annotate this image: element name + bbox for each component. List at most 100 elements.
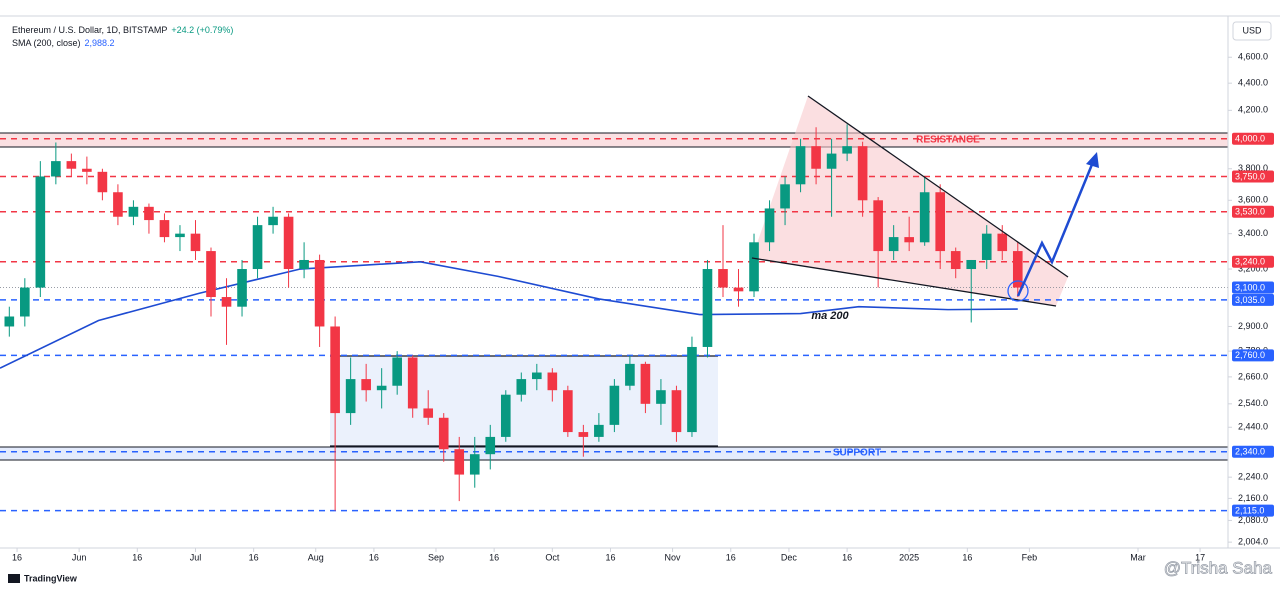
x-tick-label: Oct <box>545 552 560 562</box>
candle-body <box>578 432 589 437</box>
x-tick-label: Jun <box>72 552 87 562</box>
level-label: 2,760.0 <box>1235 350 1265 360</box>
y-tick-label: 3,800.0 <box>1238 163 1268 173</box>
overlays <box>751 95 1099 307</box>
candle-body <box>237 269 247 307</box>
level-label-bg <box>1232 293 1274 306</box>
y-tick-label: 2,440.0 <box>1238 422 1268 432</box>
candle-body <box>640 363 651 404</box>
candle-body <box>826 153 837 169</box>
candle-body <box>423 408 434 418</box>
candle-body <box>733 287 744 292</box>
sma-line <box>0 260 1018 369</box>
watermark: @Trisha Saha <box>1164 558 1273 577</box>
level-label: 3,240.0 <box>1235 257 1265 267</box>
candle-body <box>516 379 527 395</box>
level-label-bg <box>1232 504 1274 517</box>
level-label-bg <box>1232 255 1274 268</box>
x-tick-label: 16 <box>842 552 852 562</box>
candle-body <box>51 161 61 177</box>
currency-box <box>1232 21 1272 41</box>
candle-body <box>811 146 821 169</box>
candle-body <box>532 372 542 380</box>
y-tick-label: 2,660.0 <box>1238 371 1268 381</box>
y-tick-label: 2,900.0 <box>1238 321 1268 331</box>
candle-body <box>873 200 883 252</box>
candle-body <box>656 390 666 404</box>
level-label: 3,530.0 <box>1235 207 1265 217</box>
candle-body <box>113 192 123 217</box>
candle-body <box>221 297 232 307</box>
candle-body <box>485 436 496 455</box>
support-band <box>0 447 1228 460</box>
level-label-bg <box>1232 205 1274 218</box>
candle-body <box>345 379 356 414</box>
candle-body <box>407 357 418 409</box>
candle-body <box>175 233 185 238</box>
y-tick-label: 4,200.0 <box>1238 105 1268 115</box>
candle-body <box>888 237 899 252</box>
candle-body <box>966 259 977 270</box>
candle-body <box>500 394 511 437</box>
level-label: 2,115.0 <box>1235 506 1264 516</box>
candle-body <box>454 449 465 475</box>
indicator-value: 2,988.2 <box>84 38 115 48</box>
candle-body <box>314 259 325 327</box>
candle-body <box>128 206 139 217</box>
indicator: SMA (200, close) <box>12 38 81 48</box>
level-label-bg <box>1232 170 1274 183</box>
brand-logo <box>8 574 20 583</box>
resistance-label: RESISTANCE <box>916 135 980 146</box>
y-tick-label: 2,080.0 <box>1238 515 1268 525</box>
trend-line <box>751 257 1057 307</box>
x-tick-label: Jul <box>190 552 202 562</box>
projection-arrow <box>1016 161 1095 297</box>
y-tick-label: 2,540.0 <box>1238 398 1268 408</box>
candle-body <box>4 316 15 327</box>
candle-body <box>780 184 790 209</box>
focus-circle <box>1007 280 1029 302</box>
candle-body <box>438 417 449 450</box>
candle-body <box>609 385 620 425</box>
level-label: 3,750.0 <box>1235 171 1265 181</box>
candle-body <box>563 390 573 433</box>
x-tick-label: 16 <box>249 552 259 562</box>
indicator-row: SMA (200, close) 2,988.2 <box>12 37 233 50</box>
y-tick-label: 4,400.0 <box>1238 78 1268 88</box>
level-label: 3,100.0 <box>1235 282 1265 292</box>
x-tick-label: 16 <box>489 552 499 562</box>
brand: TradingView <box>24 573 78 583</box>
candle-body <box>842 146 852 154</box>
candle-body <box>997 233 1008 252</box>
candle-body <box>35 176 46 288</box>
level-label-bg <box>1232 132 1274 145</box>
change: +24.2 (+0.79%) <box>171 25 234 35</box>
candle-body <box>361 379 371 391</box>
x-tick-label: Nov <box>665 552 682 562</box>
candle-body <box>330 326 340 414</box>
x-tick-label: 16 <box>962 552 972 562</box>
level-label: 2,340.0 <box>1235 447 1265 457</box>
candle-body <box>857 146 868 201</box>
candle-body <box>392 357 402 386</box>
arrow-head <box>1086 152 1099 168</box>
x-tick-label: 16 <box>369 552 379 562</box>
y-tick-label: 2,004.0 <box>1238 537 1268 547</box>
candle-body <box>935 192 946 252</box>
currency: USD <box>1242 25 1262 35</box>
candle-body <box>252 225 263 270</box>
candle-body <box>687 346 697 433</box>
candle-body <box>206 251 216 298</box>
x-tick-label: Dec <box>781 552 798 562</box>
x-tick-label: 16 <box>726 552 736 562</box>
x-tick-label: 16 <box>12 552 22 562</box>
level-label: 3,035.0 <box>1235 295 1265 305</box>
resistance-band <box>0 133 1228 147</box>
candle-body <box>268 216 278 226</box>
candle-body <box>97 171 108 193</box>
candle-body <box>764 208 775 243</box>
symbol-row: Ethereum / U.S. Dollar, 1D, BITSTAMP +24.… <box>12 24 233 37</box>
x-tick-label: Aug <box>308 552 324 562</box>
y-tick-label: 3,400.0 <box>1238 228 1268 238</box>
